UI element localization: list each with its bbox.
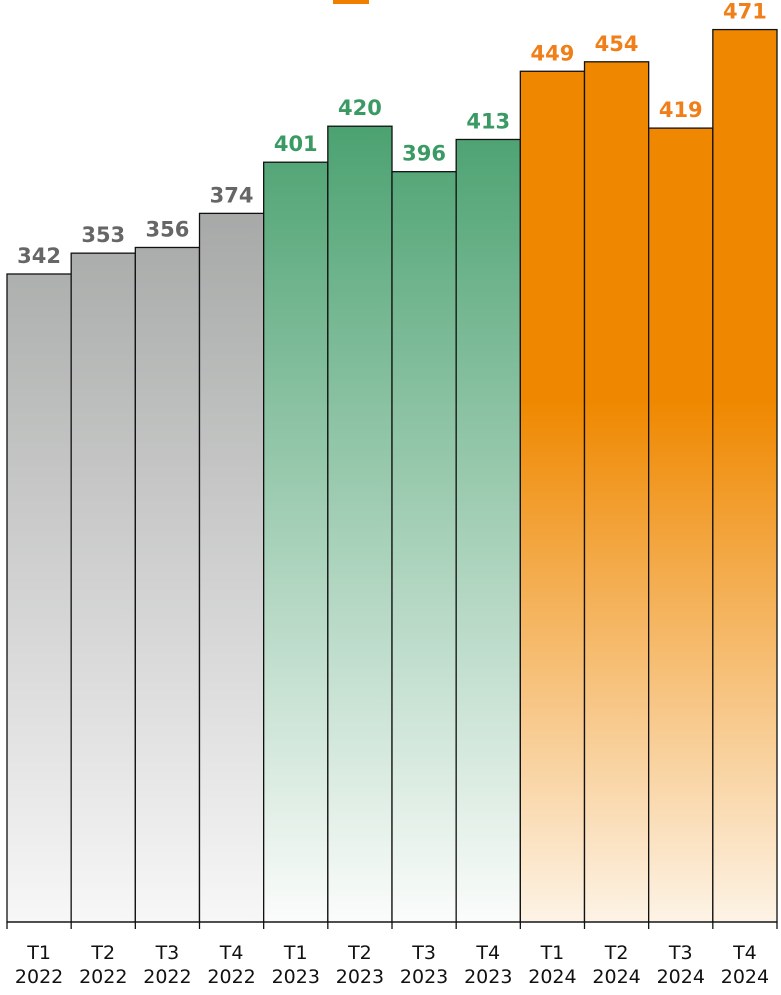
tick-label-t4-2022: T4 2022 bbox=[207, 942, 255, 988]
data-label-t1-2023: 401 bbox=[274, 132, 318, 156]
tick-label-t1-2022: T1 2022 bbox=[15, 942, 63, 988]
tick-label-t3-2024: T3 2024 bbox=[657, 942, 705, 988]
bar-t2-2022 bbox=[70, 252, 136, 923]
data-label-t4-2022: 374 bbox=[210, 183, 254, 207]
tick-label-t2-2024: T2 2024 bbox=[592, 942, 640, 988]
data-label-t2-2024: 454 bbox=[595, 32, 639, 56]
tick-label-t4-2023: T4 2023 bbox=[464, 942, 512, 988]
data-label-t3-2023: 396 bbox=[402, 142, 446, 166]
bar-t1-2024 bbox=[519, 70, 586, 923]
legend-swatch-2024 bbox=[333, 0, 369, 4]
tick-label-t2-2023: T2 2023 bbox=[336, 942, 384, 988]
bar-t3-2023 bbox=[391, 171, 457, 923]
data-label-t3-2022: 356 bbox=[145, 217, 189, 241]
bar-t2-2024 bbox=[583, 61, 650, 923]
tick-label-t3-2023: T3 2023 bbox=[400, 942, 448, 988]
data-label-t3-2024: 419 bbox=[659, 98, 703, 122]
tick-label-t1-2023: T1 2023 bbox=[272, 942, 320, 988]
data-label-t1-2022: 342 bbox=[17, 244, 61, 268]
data-label-t4-2023: 413 bbox=[466, 109, 510, 133]
bar-t4-2022 bbox=[198, 212, 265, 923]
bar-t4-2024 bbox=[712, 28, 778, 923]
tick-label-t3-2022: T3 2022 bbox=[143, 942, 191, 988]
tick-label-t2-2022: T2 2022 bbox=[79, 942, 127, 988]
bar-t2-2023 bbox=[327, 125, 393, 923]
data-label-t2-2022: 353 bbox=[81, 223, 125, 247]
bar-t4-2023 bbox=[455, 138, 521, 923]
x-axis-ticks: T1 2022 T2 2022 T3 2022 T4 2022 T1 2023 T2 2023 T3 20… bbox=[6, 922, 778, 988]
bar-t3-2024 bbox=[648, 127, 714, 923]
bar-t3-2022 bbox=[134, 246, 201, 923]
data-labels-group: 342 353 356 374 401 420 396 413 449 454 419 471 bbox=[17, 0, 767, 268]
tick-label-t4-2024: T4 2024 bbox=[721, 942, 769, 988]
bar-t1-2022 bbox=[6, 273, 72, 923]
data-label-t2-2023: 420 bbox=[338, 96, 382, 120]
bars-group bbox=[6, 28, 778, 923]
data-label-t1-2024: 449 bbox=[530, 41, 574, 65]
bar-t1-2023 bbox=[263, 161, 329, 923]
tick-label-t1-2024: T1 2024 bbox=[528, 942, 576, 988]
data-label-t4-2024: 471 bbox=[723, 0, 767, 24]
